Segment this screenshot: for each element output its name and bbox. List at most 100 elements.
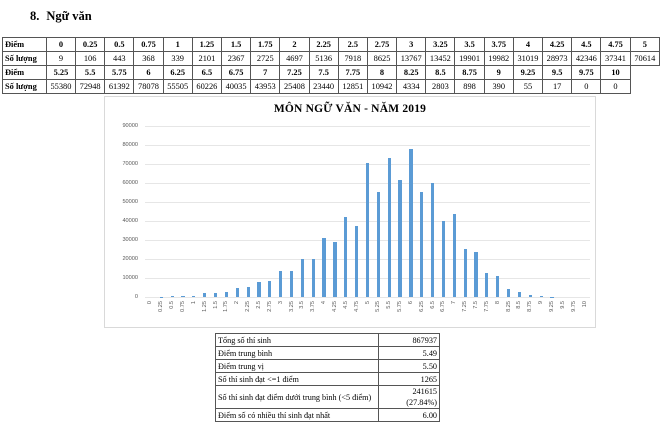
bar <box>213 292 218 297</box>
count-cell: 72948 <box>75 79 106 94</box>
score-cell: 4.5 <box>571 37 602 52</box>
bar <box>528 295 532 297</box>
y-axis-tick-label: 40000 <box>122 218 138 224</box>
count-cell: 23440 <box>308 79 339 94</box>
score-cell: 8.25 <box>396 65 427 80</box>
count-cell: 2367 <box>220 51 252 66</box>
bar <box>235 288 239 297</box>
bar <box>431 182 435 297</box>
bar <box>224 291 228 297</box>
x-axis-tick-label: 9.25 <box>549 301 555 312</box>
score-cell: 2 <box>279 37 310 52</box>
score-cell: 2.5 <box>337 37 368 52</box>
summary-label: Điểm trung bình <box>215 346 379 360</box>
count-row-label: Số lượng <box>2 79 47 94</box>
x-axis-tick-label: 6.75 <box>440 301 447 312</box>
count-cell: 43953 <box>250 79 281 94</box>
summary-label: Số thí sinh đạt <=1 điểm <box>215 372 379 386</box>
summary-value: 5.50 <box>378 359 440 373</box>
count-cell: 17 <box>542 79 573 94</box>
x-axis-tick-label: 4.25 <box>331 301 338 312</box>
section-title: Ngữ văn <box>46 9 92 23</box>
score-cell: 9 <box>483 65 514 80</box>
summary-value: 5.49 <box>378 346 440 360</box>
count-cell: 898 <box>454 79 485 94</box>
bar <box>376 191 380 297</box>
x-axis-tick-label: 2 <box>234 301 241 305</box>
bar <box>246 287 250 297</box>
x-axis-tick-label: 8.25 <box>505 301 512 312</box>
bar <box>506 288 511 297</box>
count-cell: 13767 <box>396 51 427 66</box>
x-axis-tick-label: 7.5 <box>473 301 480 309</box>
score-cell: 1 <box>162 37 193 52</box>
summary-label: Điểm trung vị <box>215 359 379 373</box>
x-axis-tick-label: 1.5 <box>212 301 219 309</box>
score-cell: 4 <box>512 37 544 52</box>
y-axis-tick-label: 20000 <box>122 256 138 262</box>
bar <box>474 252 478 297</box>
score-cell: 4.75 <box>600 37 631 52</box>
count-cell: 9 <box>45 51 77 66</box>
bar <box>452 213 456 297</box>
score-cell: 10 <box>600 65 631 80</box>
x-axis-tick-label: 4.5 <box>342 301 349 309</box>
x-axis-tick-label: 3.5 <box>299 301 306 309</box>
x-axis-tick-label: 0.75 <box>179 301 186 312</box>
summary-row: Điểm trung bình 5.49 <box>215 346 440 360</box>
bar <box>365 162 370 297</box>
x-axis-tick-label: 3.25 <box>288 301 295 312</box>
empty-cell <box>630 66 659 80</box>
score-cell: 3.25 <box>425 37 456 52</box>
score-cell: 5.25 <box>45 65 77 80</box>
score-cell: 7 <box>250 65 281 80</box>
x-axis-tick-label: 1.25 <box>201 301 208 312</box>
count-cell: 4334 <box>396 79 427 94</box>
score-cell: 0.75 <box>133 37 164 52</box>
bar <box>409 148 413 297</box>
bar <box>398 180 402 297</box>
count-cell: 4697 <box>279 51 310 66</box>
summary-row: Số thí sinh đạt điểm dưới trung bình (<5… <box>215 385 440 409</box>
bar <box>170 296 174 297</box>
section-heading: 8. Ngữ văn <box>30 9 92 24</box>
count-cell: 60226 <box>191 79 222 94</box>
x-axis-tick-label: 3 <box>277 301 284 305</box>
chart-title: MÔN NGỮ VĂN - NĂM 2019 <box>273 103 427 115</box>
x-axis-tick-label: 8 <box>494 301 501 305</box>
bar <box>268 280 272 297</box>
summary-label: Tổng số thí sinh <box>215 333 379 347</box>
score-cell: 3.5 <box>454 37 485 52</box>
score-cell: 7.25 <box>279 65 310 80</box>
score-cell: 1.75 <box>250 37 281 52</box>
bar <box>192 296 196 297</box>
x-axis-tick-label: 6 <box>407 301 414 305</box>
count-cell: 55 <box>512 79 544 94</box>
summary-value: 867937 <box>378 333 440 347</box>
x-axis-tick-label: 4.75 <box>353 301 360 312</box>
count-cell: 10942 <box>366 79 398 94</box>
empty-cell <box>630 80 659 94</box>
summary-row: Tổng số thí sinh 867937 <box>215 333 440 347</box>
bar <box>300 259 304 297</box>
bar <box>289 271 294 297</box>
score-cell: 2.25 <box>308 37 339 52</box>
count-cell: 40035 <box>220 79 252 94</box>
summary-row: Điểm trung vị 5.50 <box>215 359 440 373</box>
score-histogram-chart: MÔN NGỮ VĂN - NĂM 2019 0 10000 20000 30000 4… <box>104 96 596 328</box>
y-axis-tick-label: 50000 <box>122 199 138 205</box>
bar <box>463 248 467 297</box>
y-axis-tick-label: 70000 <box>122 161 138 167</box>
count-cell: 37341 <box>600 51 631 66</box>
x-axis-tick-label: 8.5 <box>516 301 523 309</box>
count-cell: 31019 <box>512 51 544 66</box>
bar <box>181 296 185 297</box>
score-cell: 1.5 <box>220 37 252 52</box>
count-row: Số lượng 55380 72948 61392 78078 55505 60226 40… <box>2 79 660 94</box>
bar <box>441 220 446 297</box>
score-cell: 6.25 <box>162 65 193 80</box>
bar-series <box>145 126 590 297</box>
score-cell: 5 <box>629 37 660 52</box>
count-cell: 2101 <box>191 51 222 66</box>
score-cell: 5.75 <box>104 65 135 80</box>
